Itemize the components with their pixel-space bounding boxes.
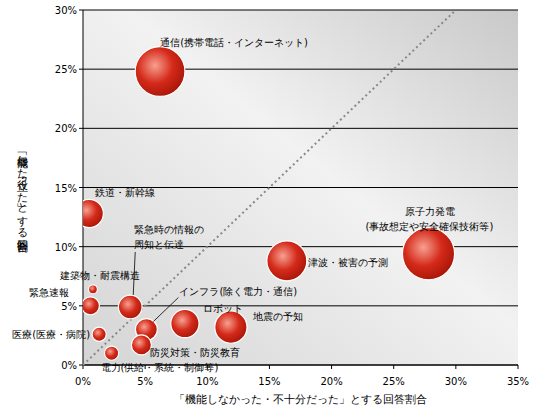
bubble	[215, 311, 247, 343]
label-line: 緊急速報	[29, 287, 69, 298]
bubble-label: ロボット	[203, 303, 243, 314]
y-tick-label: 30%	[55, 5, 77, 16]
bubble	[171, 309, 199, 337]
bubbles	[83, 47, 455, 361]
x-tick	[518, 365, 519, 369]
label-line: 緊急時の情報の	[134, 224, 204, 235]
x-tick-label: 25%	[383, 376, 405, 387]
bubble-label: インフラ(除く電力・通信)	[179, 286, 297, 297]
label-line: 原子力発電	[405, 206, 455, 217]
bubble-label: 防災対策・防災教育	[150, 347, 240, 358]
bubble-label: 鉄道・新幹線	[95, 187, 155, 198]
label-line: 鉄道・新幹線	[95, 187, 155, 198]
y-tick-label: 20%	[55, 123, 77, 134]
x-axis-title: 「機能しなかった・不十分だった」とする回答割合	[174, 393, 427, 406]
x-tick-label: 30%	[445, 376, 467, 387]
leader-line	[153, 298, 178, 322]
label-line: 地震の予知	[252, 311, 303, 322]
bubble	[92, 327, 106, 341]
y-tick	[79, 10, 83, 11]
bubble	[267, 241, 307, 281]
y-tick	[79, 128, 83, 129]
bubble	[135, 47, 185, 97]
x-tick-label: 15%	[258, 376, 280, 387]
y-tick-label: 5%	[61, 301, 77, 312]
chart: 0% 5% 10% 15% 20% 25% 30% 0% 5% 10% 15% 20% 25% 30% 35…	[0, 0, 537, 410]
x-tick-label: 5%	[137, 376, 153, 387]
y-tick	[79, 305, 83, 306]
grid-line	[83, 10, 518, 11]
x-tick	[269, 365, 270, 369]
x-tick	[393, 365, 394, 369]
label-line: 電力(供給・系統・制御等)	[101, 362, 219, 373]
bubble-label: 建築物・耐震構造	[59, 270, 140, 281]
bubble-label: 通信(携帯電話・インターネット)	[160, 37, 308, 48]
bubble	[402, 228, 454, 280]
label-line: 医療(医療・病院)	[12, 329, 90, 340]
labels: 通信(携帯電話・インターネット) 鉄道・新幹線緊急時の情報の周知と伝達建築物・耐震…	[12, 37, 493, 374]
x-tick-label: 0%	[75, 376, 91, 387]
bubble-label: 電力(供給・系統・制御等)	[101, 362, 219, 373]
bubble	[118, 295, 142, 319]
y-tick-label: 15%	[55, 183, 77, 194]
x-tick-label: 20%	[320, 376, 342, 387]
bubble	[83, 199, 103, 227]
label-line: 通信(携帯電話・インターネット)	[160, 37, 308, 48]
y-tick	[79, 187, 83, 188]
label-line: 周知と伝達	[134, 239, 184, 250]
bubble	[131, 335, 151, 355]
x-tick	[455, 365, 456, 369]
x-tick	[83, 365, 84, 369]
bubble-label: 緊急時の情報の周知と伝達	[134, 224, 204, 250]
y-tick	[79, 365, 83, 366]
x-tick-label: 10%	[196, 376, 218, 387]
y-tick-label: 25%	[55, 64, 77, 75]
y-tick	[79, 246, 83, 247]
y-axis-title: 「機能した・役立った」とする回答割合	[15, 148, 28, 253]
bubble-label: 津波・被害の予測	[308, 257, 388, 268]
bubble-label: 緊急速報	[29, 287, 69, 298]
label-line: インフラ(除く電力・通信)	[179, 286, 297, 297]
diagonal-reference	[83, 10, 456, 365]
grid-line	[83, 305, 518, 306]
bubble-label: 原子力発電 (事故想定や安全確保技術等)	[366, 206, 494, 232]
x-tick-label: 35%	[507, 376, 529, 387]
bubble	[88, 285, 97, 294]
label-line: (事故想定や安全確保技術等)	[366, 221, 494, 232]
plot-background	[83, 10, 518, 365]
bubble	[83, 297, 99, 315]
bubble-label: 地震の予知	[252, 311, 303, 322]
y-tick-label: 10%	[55, 242, 77, 253]
grid-line	[83, 128, 518, 129]
label-line: 津波・被害の予測	[308, 257, 388, 268]
y-tick-label: 0%	[61, 360, 77, 371]
label-line: 防災対策・防災教育	[150, 347, 240, 358]
bubble-label: 医療(医療・病院)	[12, 329, 90, 340]
bubble	[105, 346, 119, 360]
label-line: 建築物・耐震構造	[59, 270, 140, 281]
x-tick	[331, 365, 332, 369]
y-tick	[79, 69, 83, 70]
label-line: ロボット	[203, 303, 243, 314]
